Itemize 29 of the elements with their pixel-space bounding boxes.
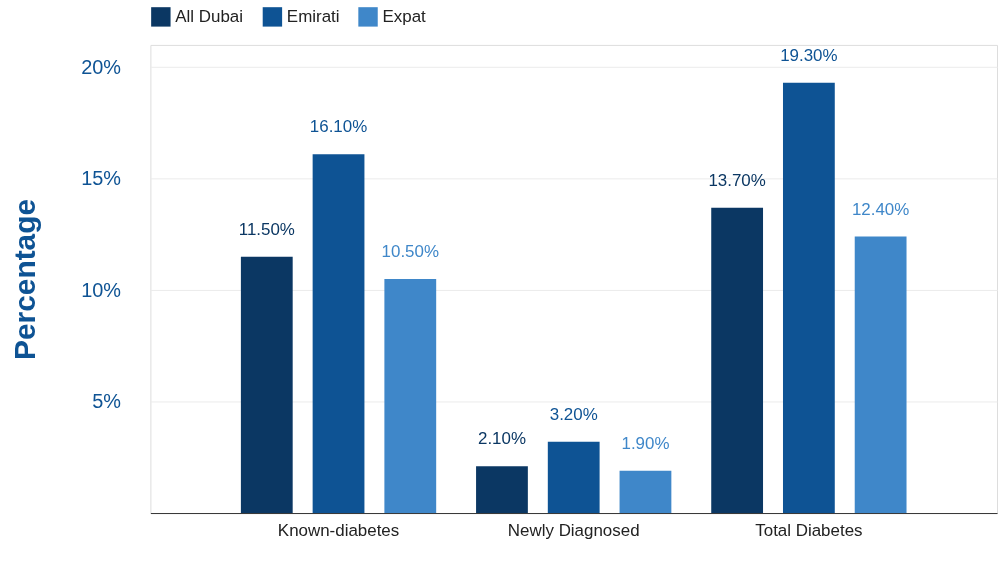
bar xyxy=(854,236,907,514)
data-label: 11.50% xyxy=(238,219,295,239)
bar xyxy=(547,441,600,514)
data-label: 3.20% xyxy=(549,404,598,424)
data-label: 2.10% xyxy=(477,429,526,449)
data-label: 16.10% xyxy=(309,117,368,137)
x-tick-label: Known-diabetes xyxy=(277,521,400,541)
bar xyxy=(476,466,528,514)
x-tick-label: Newly Diagnosed xyxy=(507,521,640,541)
data-label: 10.50% xyxy=(381,242,439,262)
y-axis-title: Percentage xyxy=(8,198,42,361)
bar xyxy=(240,256,293,514)
bar xyxy=(312,154,365,514)
data-label: 12.40% xyxy=(851,199,910,219)
y-tick-label: 10% xyxy=(81,278,122,301)
data-label: 1.90% xyxy=(621,433,670,453)
data-label: 19.30% xyxy=(780,45,838,65)
bar xyxy=(384,278,437,514)
bar xyxy=(711,207,764,514)
legend-label: Expat xyxy=(382,6,427,26)
bar xyxy=(619,470,672,514)
y-tick-label: 15% xyxy=(81,167,122,190)
legend-label: Emirati xyxy=(286,6,340,26)
x-tick-label: Total Diabetes xyxy=(755,521,863,541)
y-tick-label: 20% xyxy=(81,55,122,78)
data-label: 13.70% xyxy=(708,170,766,190)
legend-label: All Dubai xyxy=(175,6,244,26)
bar xyxy=(782,82,835,514)
y-tick-label: 5% xyxy=(92,390,122,413)
